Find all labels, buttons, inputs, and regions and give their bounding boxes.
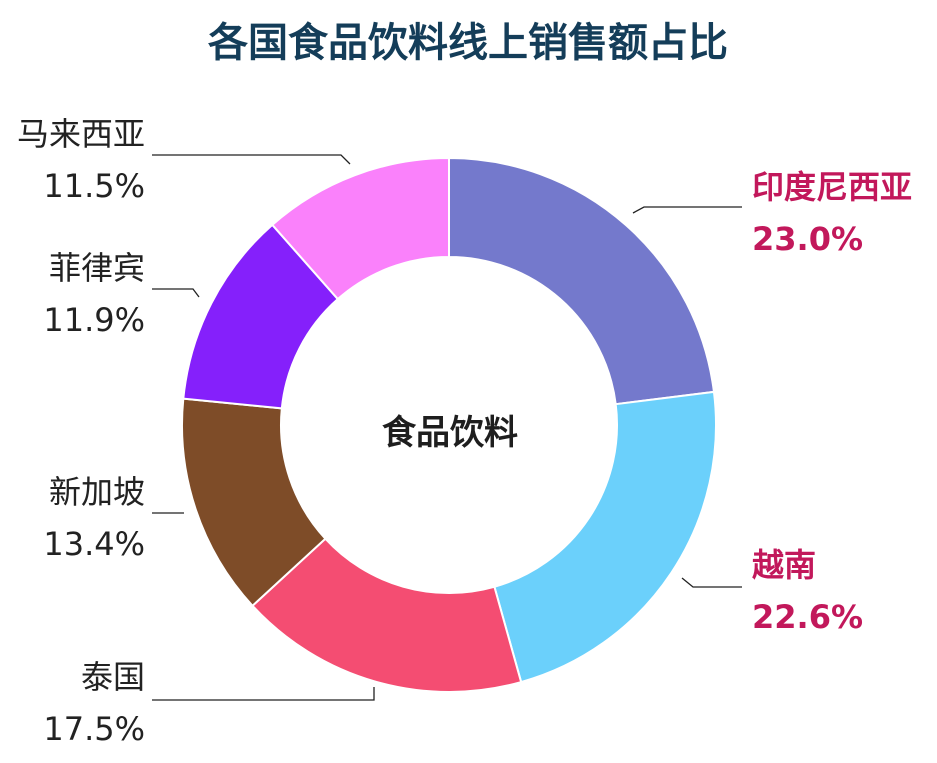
chart-title: 各国食品饮料线上销售额占比 bbox=[208, 20, 728, 66]
slice-value-2: 17.5% bbox=[43, 710, 145, 748]
slice-value-3: 13.4% bbox=[43, 525, 145, 563]
slice-1 bbox=[493, 390, 717, 684]
slice-labels: 印度尼西亚 23.0% 越南 22.6% 泰国 17.5% 新加坡 13.4% 菲律宾 11.9%… bbox=[17, 115, 912, 748]
center-label: 食品饮料 bbox=[382, 413, 518, 453]
slice-value-0: 23.0% bbox=[752, 220, 863, 258]
slice-label-1: 越南 bbox=[752, 546, 816, 584]
slice-5 bbox=[270, 156, 450, 301]
leader-line-5 bbox=[152, 154, 351, 165]
slice-value-1: 22.6% bbox=[752, 598, 863, 636]
leader-line-1 bbox=[681, 577, 742, 588]
slice-label-5: 马来西亚 bbox=[17, 115, 145, 153]
slice-label-4: 菲律宾 bbox=[49, 249, 145, 287]
slice-label-3: 新加坡 bbox=[49, 473, 145, 511]
leader-lines bbox=[152, 154, 742, 701]
slice-value-5: 11.5% bbox=[43, 167, 145, 205]
slice-label-2: 泰国 bbox=[81, 658, 145, 696]
leader-line-0 bbox=[632, 206, 742, 214]
donut-slices bbox=[181, 156, 717, 693]
slice-0 bbox=[448, 156, 716, 406]
slice-label-0: 印度尼西亚 bbox=[752, 168, 912, 206]
slice-value-4: 11.9% bbox=[43, 301, 145, 339]
leader-line-2 bbox=[152, 687, 375, 701]
leader-line-4 bbox=[152, 288, 200, 298]
